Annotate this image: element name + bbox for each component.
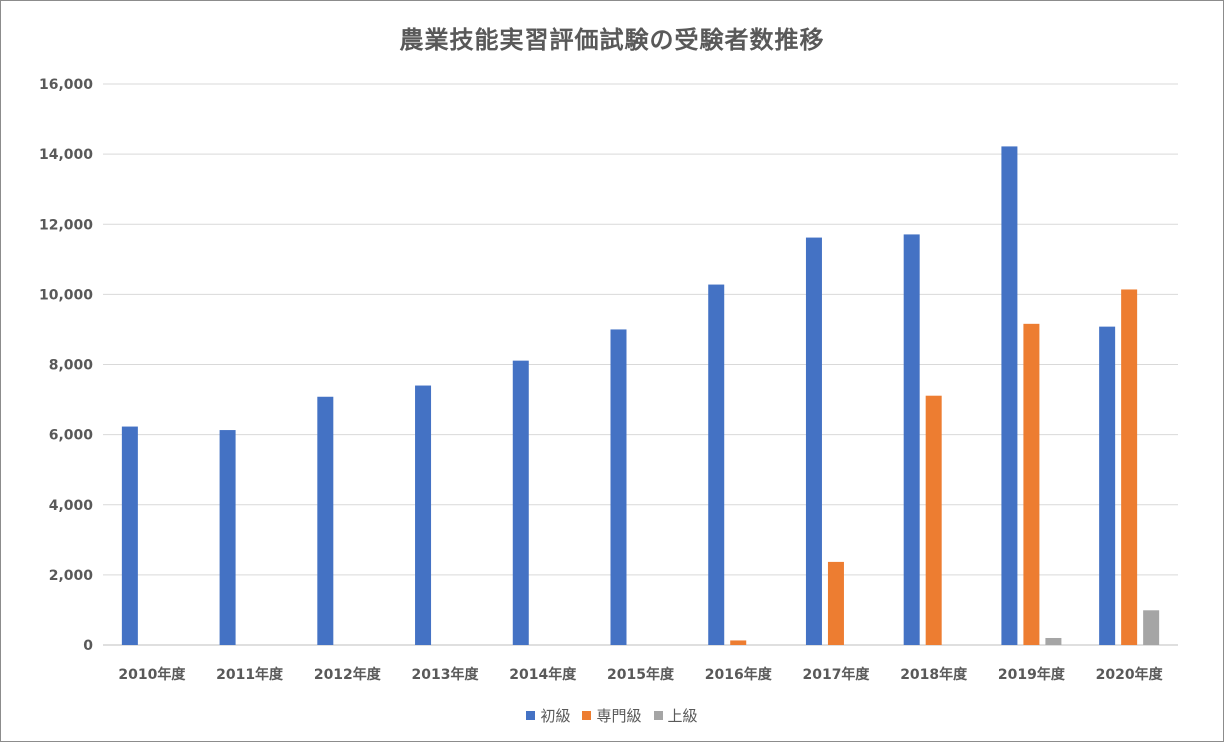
bar-初級-2018年度 xyxy=(903,234,920,645)
gridlines xyxy=(103,83,1178,646)
bar-初級-2010年度 xyxy=(121,426,138,645)
y-tick-label: 6,000 xyxy=(49,428,94,444)
x-tick-label: 2011年度 xyxy=(216,666,284,683)
x-tick-label: 2013年度 xyxy=(412,666,480,683)
legend-item: 上級 xyxy=(653,705,698,726)
x-axis-ticks: 2010年度 2011年度 2012年度 2013年度 2014年度 2015年度 2016… xyxy=(118,666,1163,683)
y-tick-label: 16,000 xyxy=(39,77,93,93)
x-tick-label: 2019年度 xyxy=(998,666,1066,683)
bar-初級-2019年度 xyxy=(1001,146,1018,645)
y-tick-label: 10,000 xyxy=(39,287,93,303)
bar-初級-2015年度 xyxy=(610,329,627,645)
legend: 初級 専門級 上級 xyxy=(0,705,1224,726)
bar-初級-2016年度 xyxy=(708,284,725,645)
bar-初級-2020年度 xyxy=(1099,326,1116,645)
bar-初級-2014年度 xyxy=(512,360,529,645)
bar-初級-2013年度 xyxy=(415,385,432,645)
x-tick-label: 2020年度 xyxy=(1096,666,1164,683)
chart-title: 農業技能実習評価試験の受験者数推移 xyxy=(399,26,825,54)
x-tick-label: 2016年度 xyxy=(705,666,773,683)
y-tick-label: 12,000 xyxy=(39,217,93,233)
legend-swatch xyxy=(582,711,592,720)
x-tick-label: 2018年度 xyxy=(900,666,968,683)
bar-上級-2020年度 xyxy=(1143,610,1160,645)
bar-初級-2017年度 xyxy=(805,237,822,646)
x-tick-label: 2012年度 xyxy=(314,666,382,683)
y-tick-label: 2,000 xyxy=(49,568,94,584)
bar-初級-2011年度 xyxy=(219,430,236,645)
bar-専門級-2018年度 xyxy=(925,395,942,645)
y-tick-label: 0 xyxy=(83,638,93,654)
y-axis-ticks: 0 2,000 4,000 6,000 8,000 10,000 12,000 14,000 1… xyxy=(39,77,93,654)
x-tick-label: 2010年度 xyxy=(118,666,186,683)
legend-label: 初級 xyxy=(540,707,571,725)
y-tick-label: 8,000 xyxy=(49,358,94,374)
bar-専門級-2016年度 xyxy=(730,640,747,645)
legend-swatch xyxy=(653,711,663,720)
bars xyxy=(121,146,1160,646)
legend-label: 専門級 xyxy=(596,707,642,725)
legend-label: 上級 xyxy=(667,707,698,725)
legend-item: 専門級 xyxy=(582,705,642,726)
legend-item: 初級 xyxy=(526,705,570,726)
bar-初級-2012年度 xyxy=(317,396,334,645)
bar-上級-2019年度 xyxy=(1045,637,1062,645)
bar-専門級-2020年度 xyxy=(1121,289,1138,645)
x-tick-label: 2015年度 xyxy=(607,666,675,683)
x-tick-label: 2014年度 xyxy=(509,666,577,683)
bar-専門級-2019年度 xyxy=(1023,323,1040,645)
y-tick-label: 4,000 xyxy=(49,498,94,514)
y-tick-label: 14,000 xyxy=(39,147,93,163)
x-tick-label: 2017年度 xyxy=(802,666,870,683)
bar-専門級-2017年度 xyxy=(827,561,844,645)
legend-swatch xyxy=(526,711,536,720)
